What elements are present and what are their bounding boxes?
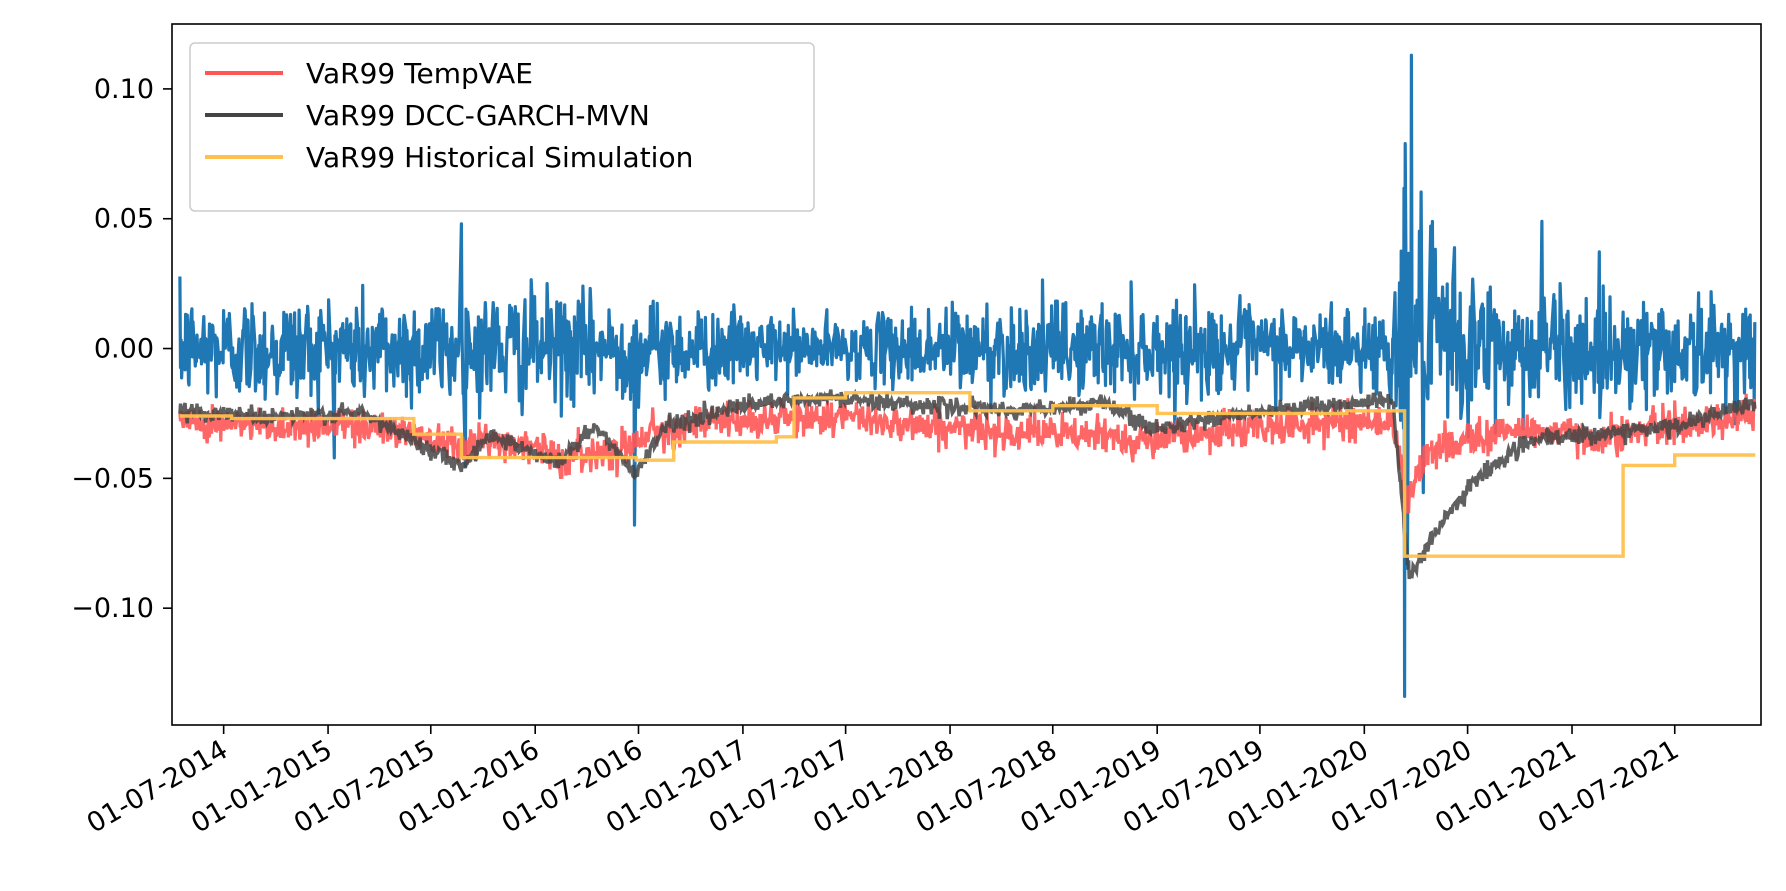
var99-historical-simulation-line [179,391,1756,558]
legend-label: VaR99 DCC-GARCH-MVN [306,99,650,132]
y-tick-label: 0.00 [94,334,154,365]
var99-dcc-garch-mvn-line [178,388,1757,580]
var99-tempvae-line [178,393,1757,514]
legend-box [189,42,815,212]
series-layer [178,53,1757,698]
y-tick-label: 0.10 [94,74,154,105]
legend-label: VaR99 TempVAE [306,57,533,90]
legend-label: VaR99 Historical Simulation [306,141,693,174]
plot-frame [171,23,1762,726]
y-tick-label: −0.05 [71,463,154,494]
legend: VaR99 TempVAE VaR99 DCC-GARCH-MVN VaR99 Hi… [189,42,815,212]
returns-line [178,53,1757,698]
y-tick-label: −0.10 [71,593,154,624]
y-tick-label: 0.05 [94,204,154,235]
y-axis: 0.10 0.05 0.00 −0.05 −0.10 [71,74,172,624]
